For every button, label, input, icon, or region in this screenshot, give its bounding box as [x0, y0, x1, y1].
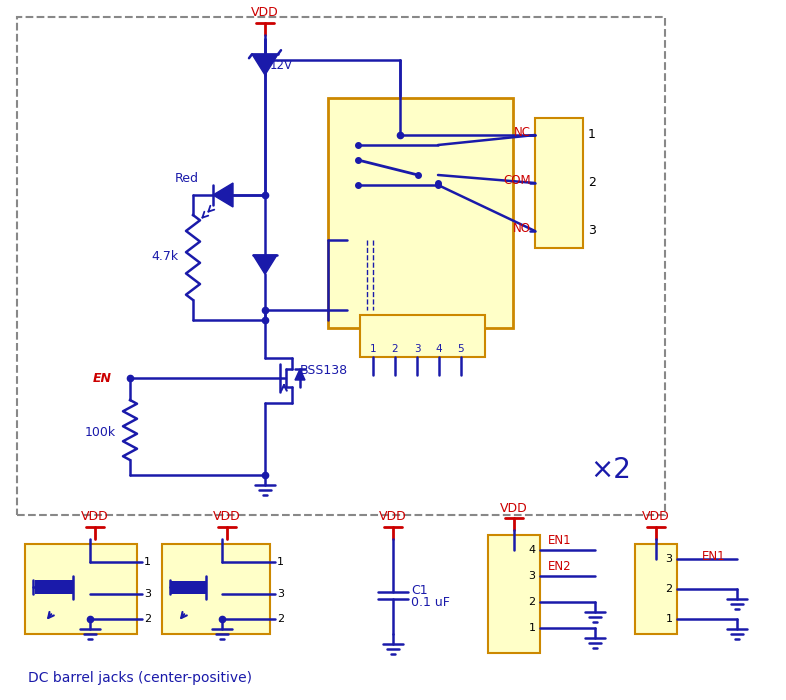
Bar: [360, 315, 485, 357]
Text: 1: 1: [588, 129, 596, 141]
Text: Red: Red: [175, 172, 199, 186]
Text: ×2: ×2: [590, 456, 631, 484]
Text: 12V: 12V: [270, 60, 293, 72]
Text: VDD: VDD: [213, 510, 241, 524]
Text: 1: 1: [528, 623, 535, 633]
Text: 3: 3: [277, 589, 284, 599]
Bar: [162, 544, 270, 634]
Text: NO: NO: [513, 223, 531, 235]
Text: 100k: 100k: [85, 426, 116, 438]
Text: 1: 1: [666, 614, 673, 624]
Text: 2: 2: [588, 176, 596, 190]
Text: BSS138: BSS138: [300, 363, 348, 377]
Text: 2: 2: [528, 597, 535, 607]
Text: NC: NC: [514, 127, 531, 139]
Polygon shape: [295, 369, 305, 380]
Polygon shape: [213, 183, 233, 207]
Text: EN: EN: [93, 372, 112, 384]
Polygon shape: [253, 255, 277, 274]
Text: VDD: VDD: [379, 510, 407, 524]
Text: 1: 1: [277, 557, 284, 567]
Text: VDD: VDD: [642, 510, 670, 524]
Text: 4: 4: [528, 545, 535, 555]
Bar: [17, 17, 665, 515]
Text: 4.7k: 4.7k: [151, 251, 178, 263]
Bar: [328, 98, 513, 328]
Text: COM: COM: [503, 174, 531, 188]
Text: 0.1 uF: 0.1 uF: [411, 596, 450, 608]
Text: 3: 3: [666, 554, 673, 564]
Bar: [535, 118, 583, 248]
Bar: [488, 535, 540, 653]
Text: EN1: EN1: [702, 550, 725, 564]
Bar: [635, 544, 677, 634]
Text: 3: 3: [144, 589, 151, 599]
Polygon shape: [252, 54, 278, 75]
Text: C1: C1: [411, 584, 428, 596]
Text: 4: 4: [435, 344, 443, 354]
Text: 2: 2: [277, 614, 284, 624]
Text: VDD: VDD: [81, 510, 109, 524]
Text: 5: 5: [457, 344, 465, 354]
Text: 3: 3: [528, 571, 535, 581]
FancyArrow shape: [35, 580, 73, 594]
Text: VDD: VDD: [251, 6, 279, 20]
Text: 2: 2: [666, 584, 673, 594]
Text: 1: 1: [144, 557, 151, 567]
Text: EN1: EN1: [548, 533, 571, 547]
Bar: [25, 544, 137, 634]
Text: 3: 3: [588, 225, 596, 237]
FancyArrow shape: [170, 580, 206, 594]
Text: EN2: EN2: [548, 559, 571, 573]
Text: DC barrel jacks (center-positive): DC barrel jacks (center-positive): [28, 671, 252, 685]
Text: VDD: VDD: [500, 501, 528, 514]
Text: 1: 1: [369, 344, 376, 354]
Text: 2: 2: [391, 344, 399, 354]
Text: 3: 3: [413, 344, 421, 354]
Text: 2: 2: [144, 614, 151, 624]
